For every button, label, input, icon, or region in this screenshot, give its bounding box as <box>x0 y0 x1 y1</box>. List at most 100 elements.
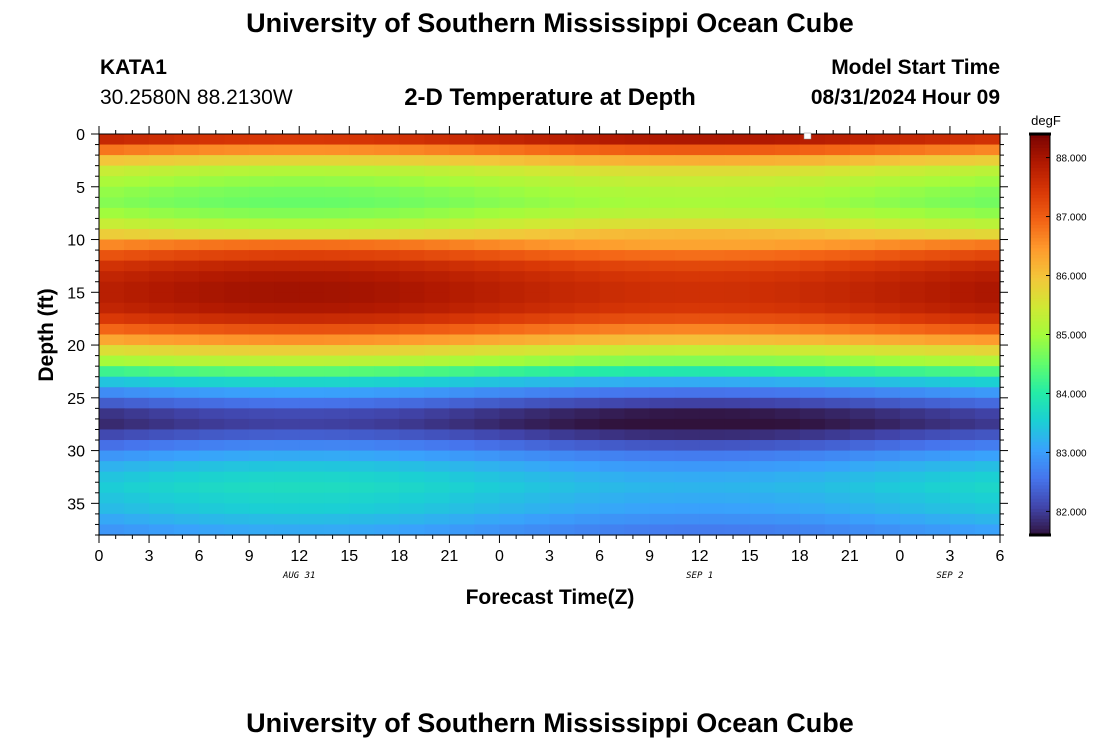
heatmap-cell <box>299 376 325 388</box>
heatmap-cell <box>749 176 776 188</box>
heatmap-cell <box>849 513 876 526</box>
heatmap-cell <box>124 376 150 388</box>
heatmap-cell <box>924 450 951 462</box>
heatmap-cell <box>624 281 651 293</box>
heatmap-cell <box>174 144 200 156</box>
heatmap-cell <box>774 440 801 452</box>
heatmap-cell <box>924 334 951 346</box>
colorbar-segment <box>1030 167 1050 172</box>
heatmap-cell <box>399 176 425 188</box>
heatmap-cell <box>749 482 776 494</box>
heatmap-cell <box>249 397 275 409</box>
heatmap-cell <box>724 271 751 283</box>
heatmap-cell <box>949 482 976 494</box>
heatmap-cell <box>424 197 450 209</box>
colorbar-segment <box>1030 210 1050 215</box>
heatmap-cell <box>349 376 375 388</box>
heatmap-cell <box>224 144 250 156</box>
heatmap-cell <box>699 513 726 526</box>
heatmap-cell <box>849 134 876 146</box>
heatmap-cell <box>274 355 300 367</box>
heatmap-cell <box>899 176 926 188</box>
heatmap-cell <box>924 376 951 388</box>
y-tick-label: 0 <box>76 127 85 144</box>
heatmap-cell <box>299 260 325 272</box>
heatmap-cell <box>324 387 350 399</box>
heatmap-cell <box>824 492 851 504</box>
heatmap-cell <box>449 271 476 283</box>
heatmap-cell <box>699 165 726 177</box>
heatmap-cell <box>174 239 200 251</box>
heatmap-cell <box>524 440 551 452</box>
heatmap-cell <box>749 376 776 388</box>
heatmap-cell <box>324 165 350 177</box>
colorbar-segment <box>1030 287 1050 292</box>
heatmap-cell <box>924 239 951 251</box>
heatmap-cell <box>199 345 225 357</box>
heatmap-cell <box>349 440 375 452</box>
heatmap-cell <box>574 482 601 494</box>
heatmap-cell <box>549 345 576 357</box>
heatmap-cell <box>574 387 601 399</box>
heatmap-cell <box>449 418 476 431</box>
heatmap-cell <box>824 281 851 293</box>
heatmap-cell <box>799 429 826 441</box>
colorbar-tick-label: 83.000 <box>1056 448 1087 459</box>
heatmap-cell <box>899 239 926 251</box>
heatmap-cell <box>574 397 601 409</box>
heatmap-cell <box>599 376 626 388</box>
heatmap-cell <box>949 197 976 209</box>
heatmap-cell <box>99 250 125 262</box>
heatmap-cell <box>749 524 776 536</box>
heatmap-cell <box>399 228 425 241</box>
heatmap-cell <box>499 197 526 209</box>
heatmap-cell <box>149 250 175 262</box>
heatmap-cell <box>899 197 926 209</box>
heatmap-cell <box>449 440 476 452</box>
heatmap-cell <box>174 176 200 188</box>
colorbar-segment <box>1030 484 1050 489</box>
heatmap-cell <box>849 250 876 262</box>
heatmap-cell <box>824 176 851 188</box>
heatmap-cell <box>649 450 676 462</box>
heatmap-cell <box>924 513 951 526</box>
heatmap-cell <box>924 366 951 378</box>
heatmap-cell <box>224 408 250 420</box>
heatmap-cell <box>599 492 626 504</box>
heatmap-cell <box>899 345 926 357</box>
colorbar-segment <box>1030 317 1050 322</box>
heatmap-cell <box>649 323 676 336</box>
heatmap-cell <box>374 397 400 409</box>
heatmap-cell <box>424 429 450 441</box>
heatmap-cell <box>749 155 776 167</box>
heatmap-cell <box>974 376 1001 388</box>
heatmap-cell <box>449 260 476 272</box>
heatmap-cell <box>99 218 125 230</box>
heatmap-cell <box>399 471 425 483</box>
heatmap-cell <box>749 440 776 452</box>
heatmap-cell <box>674 155 701 167</box>
heatmap-cell <box>749 186 776 198</box>
heatmap-cell <box>149 376 175 388</box>
heatmap-cell <box>849 218 876 230</box>
colorbar-segment <box>1030 180 1050 185</box>
heatmap-cell <box>124 471 150 483</box>
heatmap-cell <box>524 387 551 399</box>
heatmap-cell <box>499 461 526 473</box>
heatmap-cell <box>124 218 150 230</box>
heatmap-cell <box>199 313 225 325</box>
heatmap-cell <box>449 292 476 304</box>
heatmap-cell <box>124 387 150 399</box>
colorbar-segment <box>1030 521 1050 526</box>
heatmap-cell <box>99 482 125 494</box>
heatmap-cell <box>974 492 1001 504</box>
heatmap-cell <box>874 134 901 146</box>
heatmap-cell <box>624 207 651 220</box>
heatmap-cell <box>99 239 125 251</box>
heatmap-cell <box>474 176 501 188</box>
heatmap-cell <box>599 134 626 146</box>
heatmap-cell <box>824 186 851 198</box>
heatmap-cell <box>449 450 476 462</box>
colorbar-segment <box>1030 424 1050 429</box>
heatmap-cell <box>449 197 476 209</box>
